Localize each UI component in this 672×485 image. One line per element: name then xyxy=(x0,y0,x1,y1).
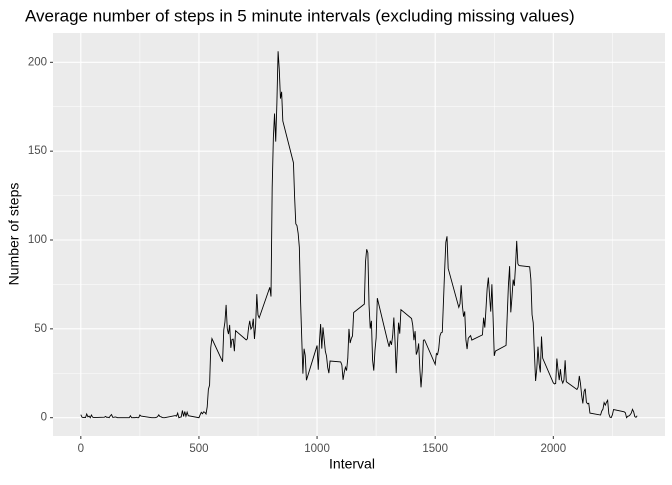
y-tick-label: 0 xyxy=(41,412,47,424)
y-tick-label: 100 xyxy=(28,234,47,246)
plot-background xyxy=(53,33,665,436)
data-line xyxy=(80,51,638,419)
x-tick-label: 1500 xyxy=(422,443,448,455)
y-tick-label: 50 xyxy=(34,323,47,335)
chart-title: Average number of steps in 5 minute inte… xyxy=(25,6,575,25)
x-tick-label: 1000 xyxy=(304,443,330,455)
x-tick-label: 500 xyxy=(189,443,208,455)
y-tick-label: 200 xyxy=(28,56,47,68)
y-tick-label: 150 xyxy=(28,145,47,157)
x-tick-label: 0 xyxy=(78,443,84,455)
y-axis-title: Number of steps xyxy=(6,183,22,286)
x-tick-label: 2000 xyxy=(541,443,567,455)
x-axis-title: Interval xyxy=(329,456,375,472)
